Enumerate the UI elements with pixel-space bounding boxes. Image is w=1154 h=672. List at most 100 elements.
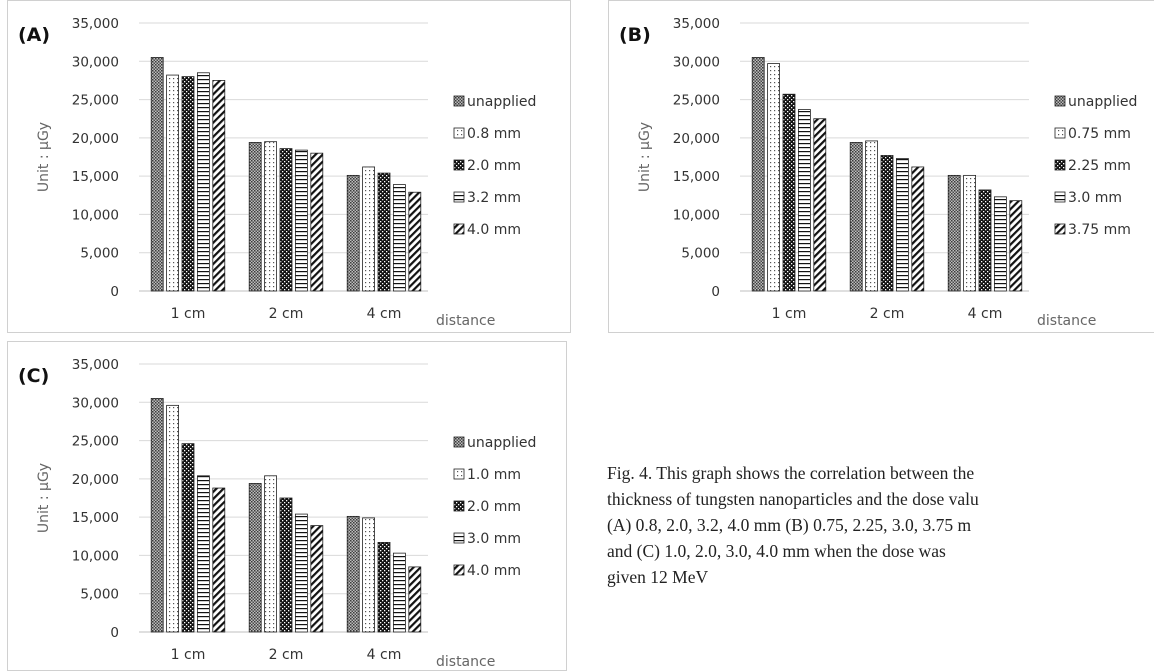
y-tick-label: 10,000 xyxy=(72,207,119,223)
bar xyxy=(408,191,422,292)
y-tick-label: 35,000 xyxy=(72,357,119,373)
x-tick-label: 2 cm xyxy=(269,306,304,322)
chart-a-svg: 0 5,000 10,000 15,000 20,000 25,000 30,000 35,0… xyxy=(18,16,536,329)
legend-label: 3.0 mm xyxy=(467,531,521,547)
bar xyxy=(865,140,879,292)
x-axis-label: distance xyxy=(436,313,495,329)
x-tick-label: 4 cm xyxy=(367,306,402,322)
caption-line: (A) 0.8, 2.0, 3.2, 4.0 mm (B) 0.75, 2.25… xyxy=(607,515,972,535)
caption-line: thickness of tungsten nanoparticles and … xyxy=(607,489,979,509)
y-tick-label: 35,000 xyxy=(72,16,119,32)
legend-label: 0.75 mm xyxy=(1068,126,1131,142)
legend-label: 2.0 mm xyxy=(467,499,521,515)
bar xyxy=(264,475,278,633)
bar xyxy=(212,487,226,633)
y-tick-label: 5,000 xyxy=(681,246,720,262)
panel-label: (A) xyxy=(18,24,50,46)
x-tick-label: 4 cm xyxy=(367,647,402,663)
bar xyxy=(196,72,210,292)
legend-swatch xyxy=(453,500,465,512)
panel-label: (B) xyxy=(619,24,651,46)
y-tick-label: 25,000 xyxy=(72,93,119,109)
bar xyxy=(310,152,324,292)
panel-label: (C) xyxy=(18,365,49,387)
chart-c-svg: 0 5,000 10,000 15,000 20,000 25,000 30,000 35,0… xyxy=(18,357,536,670)
bar xyxy=(248,142,262,292)
caption-line: Fig. 4. This graph shows the correlation… xyxy=(607,463,975,483)
legend-swatch xyxy=(1054,127,1066,139)
bar xyxy=(362,517,376,633)
chart-panel-c: 0 5,000 10,000 15,000 20,000 25,000 30,000 35,0… xyxy=(7,341,567,671)
bar xyxy=(181,443,195,633)
bar xyxy=(849,142,863,292)
caption-line: and (C) 1.0, 2.0, 3.0, 4.0 mm when the d… xyxy=(607,541,946,561)
bar xyxy=(346,515,360,633)
y-tick-label: 30,000 xyxy=(72,54,119,70)
chart-panel-a: 0 5,000 10,000 15,000 20,000 25,000 30,000 35,0… xyxy=(7,0,571,333)
chart-panel-b: 0 5,000 10,000 15,000 20,000 25,000 30,000 35,0… xyxy=(608,0,1154,333)
y-axis-label: Unit : µGy xyxy=(637,122,653,192)
legend-swatch xyxy=(453,468,465,480)
legend-label: unapplied xyxy=(467,435,536,451)
bar xyxy=(181,76,195,292)
legend-swatch xyxy=(453,564,465,576)
y-tick-label: 25,000 xyxy=(72,434,119,450)
y-tick-label: 0 xyxy=(110,625,119,641)
legend-swatch xyxy=(453,532,465,544)
y-axis-label: Unit : µGy xyxy=(36,122,52,192)
y-tick-label: 30,000 xyxy=(72,395,119,411)
bar xyxy=(377,172,391,292)
legend-label: 1.0 mm xyxy=(467,467,521,483)
y-tick-label: 10,000 xyxy=(673,207,720,223)
y-tick-label: 10,000 xyxy=(72,548,119,564)
x-tick-label: 1 cm xyxy=(171,647,206,663)
bar xyxy=(212,80,226,292)
y-tick-label: 35,000 xyxy=(673,16,720,32)
bar xyxy=(150,57,164,292)
chart-b-svg: 0 5,000 10,000 15,000 20,000 25,000 30,000 35,0… xyxy=(619,16,1137,329)
legend-swatch xyxy=(453,95,465,107)
legend-label: unapplied xyxy=(1068,94,1137,110)
bar xyxy=(248,483,262,633)
legend-label: 3.2 mm xyxy=(467,190,521,206)
legend-label: 2.0 mm xyxy=(467,158,521,174)
bar xyxy=(797,109,811,292)
legend-swatch xyxy=(1054,95,1066,107)
x-tick-label: 1 cm xyxy=(772,306,807,322)
y-tick-label: 25,000 xyxy=(673,93,720,109)
bar xyxy=(880,155,894,292)
bar xyxy=(947,174,961,292)
bar xyxy=(279,148,293,292)
y-tick-label: 15,000 xyxy=(673,169,720,185)
y-tick-label: 20,000 xyxy=(673,131,720,147)
y-tick-label: 30,000 xyxy=(673,54,720,70)
y-tick-label: 5,000 xyxy=(80,246,119,262)
bar xyxy=(813,118,827,292)
legend-label: 4.0 mm xyxy=(467,222,521,238)
bar xyxy=(377,542,391,633)
bar xyxy=(751,57,765,292)
bar xyxy=(294,513,308,633)
legend-swatch xyxy=(453,127,465,139)
y-tick-label: 15,000 xyxy=(72,169,119,185)
legend-swatch xyxy=(1054,191,1066,203)
bar xyxy=(346,174,360,292)
x-tick-label: 2 cm xyxy=(870,306,905,322)
bar xyxy=(166,74,180,292)
legend-label: 4.0 mm xyxy=(467,563,521,579)
bar xyxy=(993,196,1007,292)
legend-label: unapplied xyxy=(467,94,536,110)
bar xyxy=(166,404,180,633)
bar xyxy=(392,184,406,292)
y-tick-label: 15,000 xyxy=(72,510,119,526)
legend-label: 3.0 mm xyxy=(1068,190,1122,206)
legend-swatch xyxy=(453,191,465,203)
y-axis-label: Unit : µGy xyxy=(36,463,52,533)
bar xyxy=(408,566,422,633)
legend-swatch xyxy=(453,436,465,448)
bar xyxy=(895,158,909,292)
legend-swatch xyxy=(453,223,465,235)
figure-caption: Fig. 4. This graph shows the correlation… xyxy=(607,460,1154,590)
legend-label: 2.25 mm xyxy=(1068,158,1131,174)
bar xyxy=(392,552,406,633)
